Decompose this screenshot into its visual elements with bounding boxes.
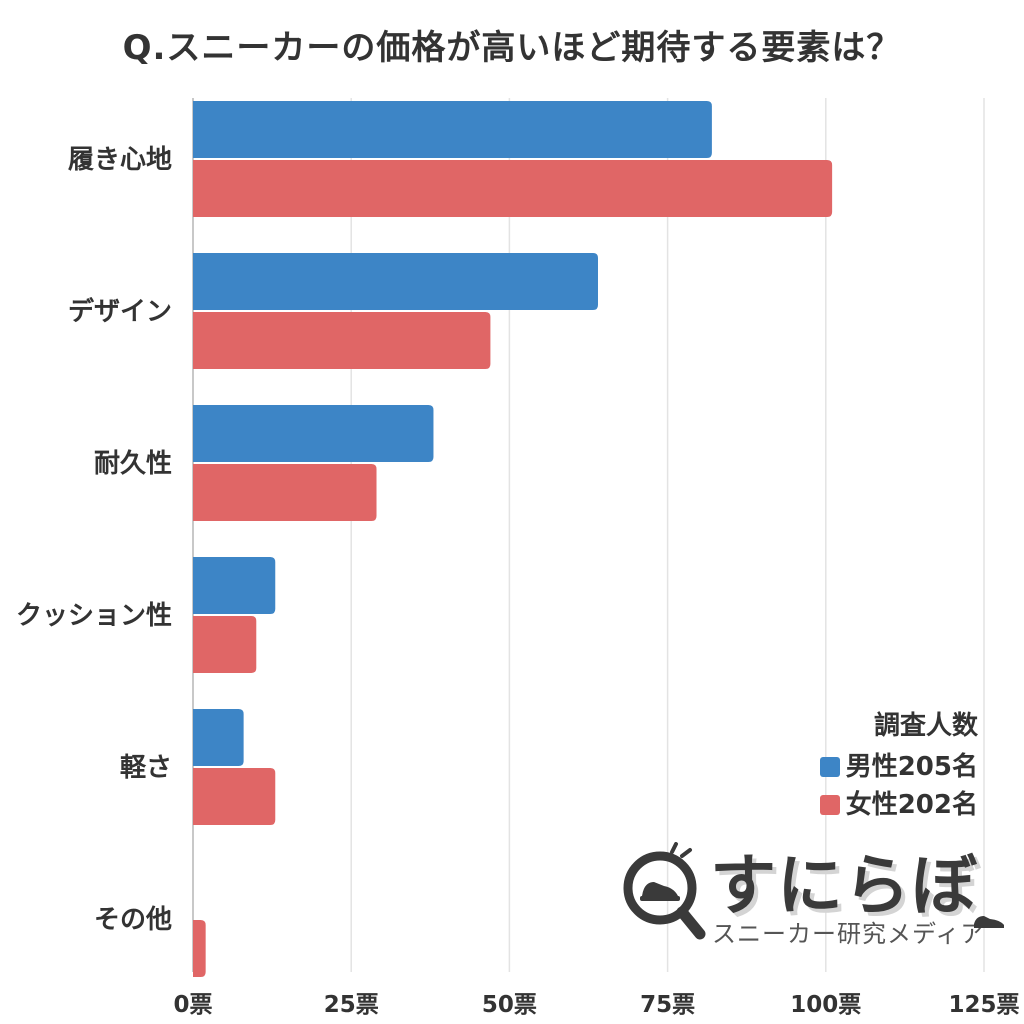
bar-female (193, 616, 257, 673)
magnifier-sneaker-icon (623, 842, 706, 940)
category-label: デザイン (68, 296, 172, 327)
legend-label-male: 男性205名 (845, 752, 978, 782)
legend-swatch-female (819, 795, 840, 815)
legend: 調査人数 男性205名 女性202名 (819, 705, 978, 824)
brand-logo: すにらぼ スニーカー研究メディア (620, 838, 1010, 958)
bar-male (193, 101, 712, 158)
category-label: クッション性 (16, 601, 172, 631)
x-tick-label: 125票 (948, 992, 1019, 1018)
x-tick-label: 75票 (640, 992, 695, 1018)
x-tick-label: 50票 (482, 992, 537, 1018)
legend-item-male: 男性205名 (819, 748, 978, 786)
sneaker-icon (974, 916, 1004, 928)
logo-brand-text: すにらぼ (710, 847, 978, 924)
category-label: 耐久性 (94, 449, 172, 479)
bar-female (193, 312, 491, 369)
bar-female (193, 768, 276, 825)
legend-swatch-male (819, 757, 840, 777)
bar-female (193, 920, 206, 977)
bar-female (193, 160, 833, 217)
category-label: 軽さ (120, 752, 172, 783)
x-tick-label: 0票 (173, 992, 212, 1018)
x-tick-label: 100票 (790, 992, 861, 1018)
bar-male (193, 253, 598, 310)
bar-female (193, 464, 377, 521)
category-label: その他 (94, 905, 172, 935)
bar-male (193, 405, 434, 462)
logo-subtitle: スニーカー研究メディア (712, 920, 986, 948)
bar-male (193, 557, 276, 614)
x-tick-label: 25票 (324, 992, 379, 1018)
legend-label-female: 女性202名 (845, 790, 978, 820)
legend-item-female: 女性202名 (819, 786, 978, 824)
category-label: 履き心地 (68, 145, 172, 175)
legend-title: 調査人数 (873, 711, 978, 741)
chart-title: Q.スニーカーの価格が高いほど期待する要素は？ (122, 28, 902, 68)
bar-male (193, 709, 244, 766)
